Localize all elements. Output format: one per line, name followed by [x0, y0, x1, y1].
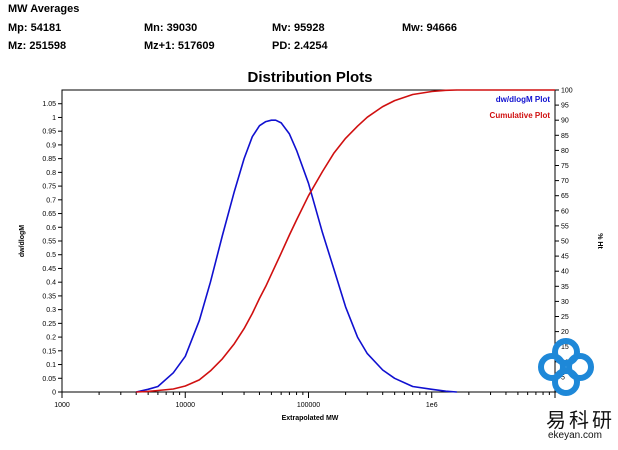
x-tick-label: 100000 [297, 402, 320, 409]
left-tick-label: 0.6 [46, 225, 56, 232]
cumulative-series-line [136, 89, 457, 393]
mz1-value: Mz+1: 517609 [144, 40, 215, 52]
left-tick-label: 0.05 [42, 376, 56, 383]
right-tick-label: 50 [561, 239, 569, 246]
right-tick-label: 85 [561, 133, 569, 140]
left-tick-label: 0.8 [46, 170, 56, 177]
pd-value: PD: 2.4254 [272, 40, 328, 52]
left-tick-label: 0.45 [42, 266, 56, 273]
right-tick-label: 60 [561, 208, 569, 215]
right-tick-label: 5 [561, 374, 565, 381]
left-tick-label: 0.3 [46, 307, 56, 314]
left-tick-label: 0.55 [42, 239, 56, 246]
right-tick-label: 90 [561, 118, 569, 125]
left-tick-label: 0.5 [46, 252, 56, 259]
right-tick-label: 40 [561, 269, 569, 276]
x-tick-label: 10000 [176, 402, 196, 409]
watermark-text: 易科研 [546, 410, 615, 432]
right-tick-label: 25 [561, 314, 569, 321]
x-tick-label: 1e6 [426, 402, 438, 409]
left-tick-label: 0.85 [42, 156, 56, 163]
right-tick-label: 35 [561, 284, 569, 291]
x-axis-title: Extrapolated MW [282, 415, 339, 422]
chart-title: Distribution Plots [248, 69, 373, 86]
left-tick-label: 0.7 [46, 197, 56, 204]
mv-value: Mv: 95928 [272, 22, 325, 34]
x-tick-label: 1000 [54, 402, 70, 409]
mn-value: Mn: 39030 [144, 22, 198, 34]
watermark-url: ekeyan.com [548, 430, 602, 441]
left-tick-label: 0.15 [42, 348, 56, 355]
legend-cumulative: Cumulative Plot [490, 111, 551, 120]
series-layer [136, 89, 555, 393]
left-tick-label: 0 [52, 390, 56, 397]
ekeyan-logo [538, 338, 594, 396]
left-axis: 0 0.05 0.1 0.15 0.2 0.25 0.3 0.35 0.4 0.45 0.5 0.55… [42, 101, 62, 397]
left-tick-label: 0.65 [42, 211, 56, 218]
right-tick-label: 70 [561, 178, 569, 185]
right-tick-label: 15 [561, 344, 569, 351]
left-tick-label: 0.2 [46, 335, 56, 342]
right-tick-label: 30 [561, 299, 569, 306]
right-tick-label: 45 [561, 254, 569, 261]
right-axis-title: % Ht [596, 233, 603, 249]
mp-value: Mp: 54181 [8, 22, 62, 34]
right-tick-label: 100 [561, 88, 573, 95]
left-tick-label: 1 [52, 115, 56, 122]
left-axis-title: dw/dlogM [19, 225, 26, 257]
mw-averages-title: MW Averages [8, 3, 80, 15]
x-axis: 1000 10000 100000 1e6 [54, 392, 556, 409]
right-tick-label: 20 [561, 329, 569, 336]
left-tick-label: 0.25 [42, 321, 56, 328]
left-tick-label: 0.1 [46, 362, 56, 369]
left-tick-label: 0.75 [42, 184, 56, 191]
right-tick-label: 65 [561, 193, 569, 200]
left-tick-label: 0.9 [46, 142, 56, 149]
dw-dlogm-series-line [136, 119, 457, 393]
mw-value: Mw: 94666 [402, 22, 458, 34]
legend: dw/dlogM Plot Cumulative Plot [490, 95, 551, 120]
left-tick-label: 0.4 [46, 280, 56, 287]
legend-dw-dlogm: dw/dlogM Plot [496, 95, 551, 104]
right-tick-label: 80 [561, 148, 569, 155]
mz-value: Mz: 251598 [8, 40, 67, 52]
right-tick-label: 95 [561, 103, 569, 110]
right-tick-label: 55 [561, 223, 569, 230]
left-tick-label: 0.35 [42, 293, 56, 300]
right-tick-label: 75 [561, 163, 569, 170]
plot-frame [61, 89, 556, 393]
left-tick-label: 0.95 [42, 129, 56, 136]
left-tick-label: 1.05 [42, 101, 56, 108]
